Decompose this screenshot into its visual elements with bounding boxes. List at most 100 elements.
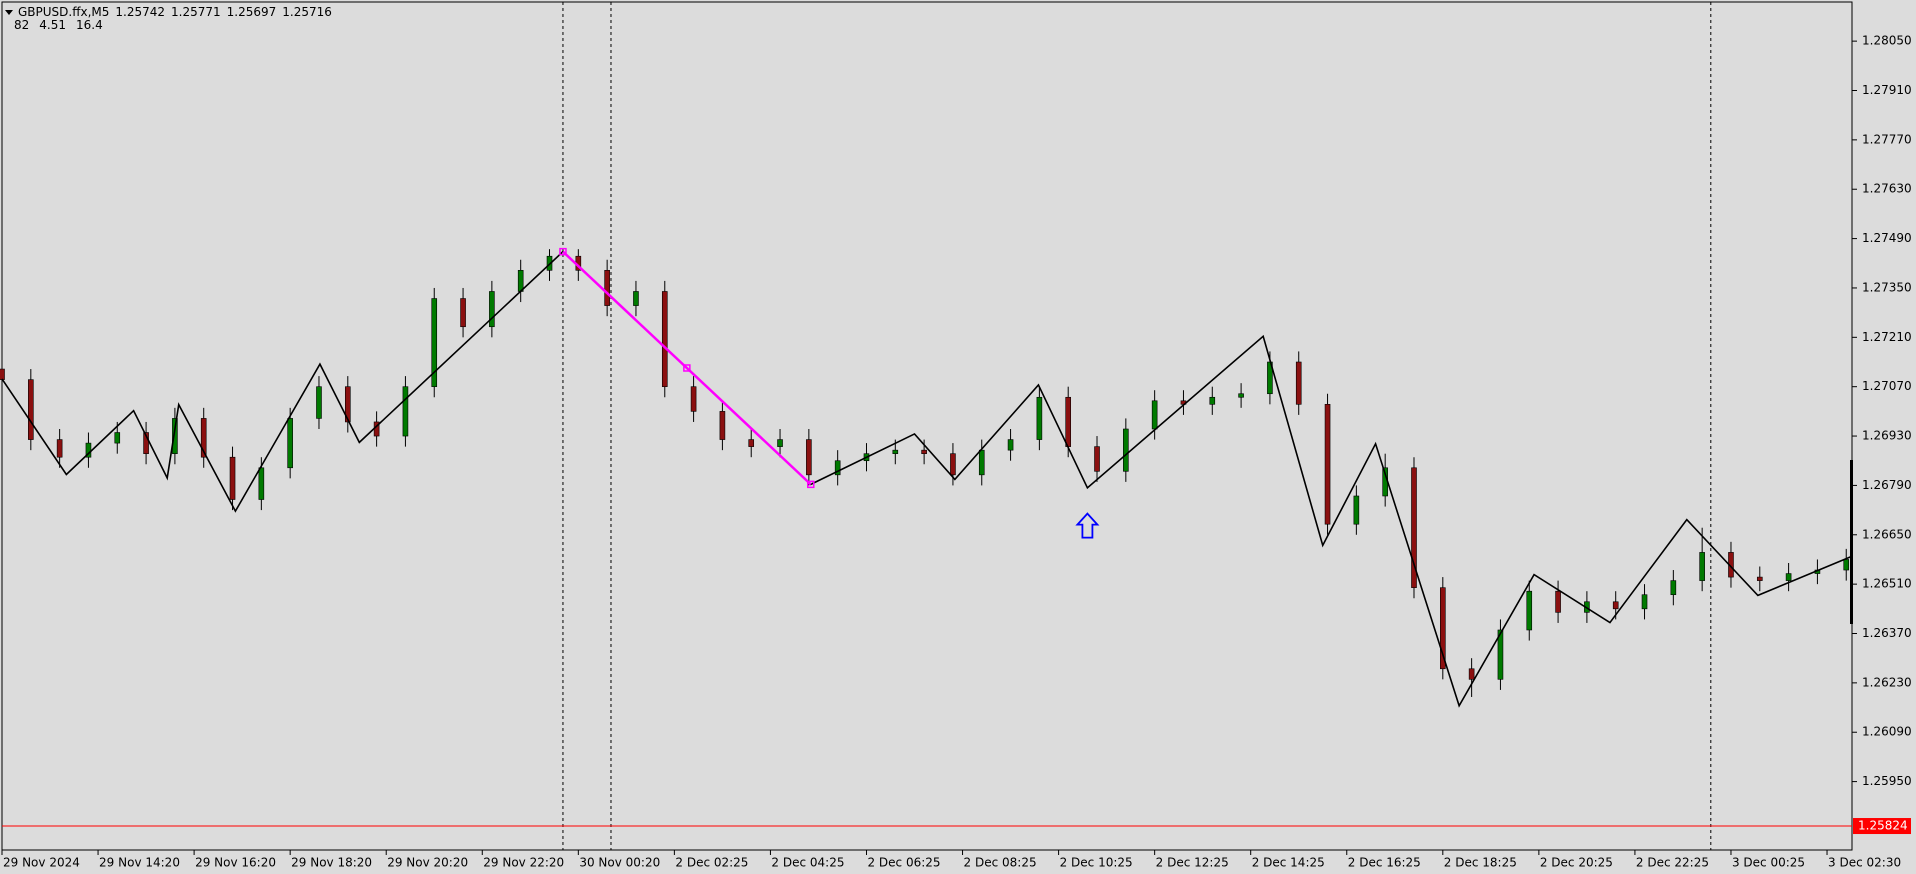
candle-body — [892, 449, 899, 454]
candle-body — [56, 439, 63, 458]
candle-body — [1843, 559, 1850, 571]
indicator-value: 16.4 — [76, 18, 103, 32]
x-tick-label: 29 Nov 14:20 — [99, 856, 180, 870]
candle-body — [1756, 576, 1763, 581]
y-tick-label: 1.27210 — [1862, 330, 1912, 344]
candle-body — [834, 460, 841, 476]
indicator-line: 82 4.51 16.4 — [14, 18, 103, 32]
plot-frame — [1, 1, 1853, 851]
price-label-box — [1853, 818, 1911, 835]
candle-body — [777, 439, 783, 447]
candle-body — [517, 270, 524, 292]
y-tick-label: 1.27910 — [1862, 83, 1912, 97]
indicator-value: 82 — [14, 18, 29, 32]
y-tick-label: 1.26230 — [1862, 675, 1912, 689]
candle-body — [950, 453, 956, 476]
symbol-text: GBPUSD.ffx,M5 — [18, 5, 109, 19]
y-tick-label: 1.27490 — [1862, 231, 1912, 245]
candle-body — [1007, 439, 1014, 451]
indicator-value: 4.51 — [39, 18, 66, 32]
candle-body — [1468, 668, 1475, 680]
x-tick-label: 2 Dec 22:25 — [1636, 856, 1709, 870]
candle-body — [1612, 601, 1619, 610]
menu-triangle[interactable] — [5, 10, 13, 15]
candle-body — [748, 439, 755, 447]
candle-body — [1209, 396, 1216, 405]
x-tick-label: 2 Dec 20:25 — [1540, 856, 1613, 870]
highlight-segment — [562, 250, 812, 486]
highlight-handle — [559, 247, 567, 256]
candle-body — [1699, 552, 1705, 581]
x-tick-label: 3 Dec 00:25 — [1732, 856, 1805, 870]
candle-body — [719, 411, 726, 440]
y-tick-label: 1.26510 — [1862, 577, 1912, 591]
price-label: 1.25824 — [1858, 819, 1908, 833]
x-tick-label: 2 Dec 04:25 — [771, 856, 844, 870]
y-tick-label: 1.26790 — [1862, 478, 1912, 492]
candle-body — [978, 449, 985, 476]
x-tick-label: 2 Dec 02:25 — [675, 856, 748, 870]
x-tick-label: 29 Nov 20:20 — [387, 856, 468, 870]
scroll-marker — [1850, 460, 1853, 624]
y-tick-label: 1.27630 — [1862, 182, 1912, 196]
candle-body — [604, 270, 610, 306]
candle-body — [661, 291, 668, 387]
x-tick-label: 2 Dec 10:25 — [1060, 856, 1133, 870]
candle-body — [1440, 587, 1446, 670]
candle-body — [287, 418, 293, 469]
x-tick-label: 3 Dec 02:30 — [1828, 856, 1901, 870]
y-tick-label: 1.25950 — [1862, 774, 1912, 788]
y-tick-label: 1.28050 — [1862, 34, 1912, 48]
candle-body — [1785, 573, 1792, 581]
candle-body — [431, 298, 438, 387]
y-tick-label: 1.27350 — [1862, 280, 1912, 294]
candle-body — [172, 418, 178, 454]
candle-body — [921, 449, 927, 454]
candle-body — [229, 456, 236, 500]
candle-body — [1555, 590, 1561, 613]
ohlc-text: 1.25716 — [282, 5, 332, 19]
y-tick-label: 1.26370 — [1862, 626, 1912, 640]
y-tick-label: 1.27770 — [1862, 132, 1912, 146]
y-tick-label: 1.26090 — [1862, 725, 1912, 739]
x-tick-label: 29 Nov 16:20 — [195, 856, 276, 870]
candle-body — [1497, 629, 1504, 680]
header: GBPUSD.ffx,M5 1.25742 1.25771 1.25697 1.2571… — [18, 5, 332, 19]
candle-body — [1324, 404, 1331, 525]
candle-body — [143, 432, 149, 454]
candle-body — [460, 298, 466, 328]
candle-body — [28, 379, 34, 440]
signal-arrow — [1075, 512, 1100, 539]
candle-body — [1411, 467, 1417, 588]
highlight-handle — [683, 364, 691, 372]
candle-body — [1295, 361, 1302, 405]
x-tick-label: 2 Dec 18:25 — [1444, 856, 1517, 870]
y-tick-label: 1.26650 — [1862, 527, 1912, 541]
y-tick-label: 1.27070 — [1862, 379, 1912, 393]
candle-body — [1526, 590, 1533, 631]
x-tick-label: 2 Dec 12:25 — [1156, 856, 1229, 870]
x-tick-label: 29 Nov 18:20 — [291, 856, 372, 870]
candle-body — [1094, 446, 1100, 472]
candle-body — [690, 386, 697, 412]
candle-body — [0, 368, 5, 380]
ohlc-text: 1.25697 — [227, 5, 277, 19]
candle-body — [1065, 396, 1071, 447]
ohlc-text: 1.25742 — [115, 5, 165, 19]
candle-body — [1670, 580, 1677, 596]
x-tick-label: 29 Nov 22:20 — [483, 856, 564, 870]
candle-body — [1353, 495, 1360, 525]
candle-body — [200, 418, 207, 458]
x-tick-label: 2 Dec 14:25 — [1252, 856, 1325, 870]
zigzag-line — [1, 250, 1853, 708]
candle-body — [402, 386, 409, 437]
candle-body — [1151, 400, 1158, 430]
candle-body — [806, 439, 812, 476]
candle-body — [344, 386, 351, 423]
highlight-handle — [807, 480, 815, 489]
x-tick-label: 2 Dec 08:25 — [964, 856, 1037, 870]
candle-body — [1036, 396, 1043, 440]
x-tick-label: 2 Dec 06:25 — [867, 856, 940, 870]
